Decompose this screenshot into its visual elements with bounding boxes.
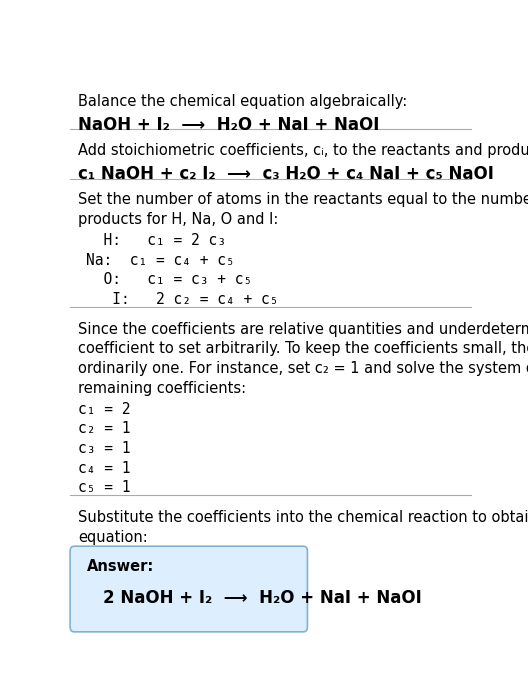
Text: remaining coefficients:: remaining coefficients:	[78, 381, 247, 396]
Text: c₁ NaOH + c₂ I₂  ⟶  c₃ H₂O + c₄ NaI + c₅ NaOI: c₁ NaOH + c₂ I₂ ⟶ c₃ H₂O + c₄ NaI + c₅ N…	[78, 165, 494, 183]
Text: Add stoichiometric coefficients, cᵢ, to the reactants and products:: Add stoichiometric coefficients, cᵢ, to …	[78, 143, 528, 158]
Text: coefficient to set arbitrarily. To keep the coefficients small, the arbitrary va: coefficient to set arbitrarily. To keep …	[78, 341, 528, 357]
Text: ordinarily one. For instance, set c₂ = 1 and solve the system of equations for t: ordinarily one. For instance, set c₂ = 1…	[78, 361, 528, 376]
Text: Answer:: Answer:	[87, 559, 154, 574]
Text: c₃ = 1: c₃ = 1	[78, 441, 131, 456]
Text: c₅ = 1: c₅ = 1	[78, 481, 131, 495]
Text: Na:  c₁ = c₄ + c₅: Na: c₁ = c₄ + c₅	[87, 253, 235, 268]
Text: H:   c₁ = 2 c₃: H: c₁ = 2 c₃	[87, 233, 227, 248]
FancyBboxPatch shape	[70, 546, 307, 632]
Text: Balance the chemical equation algebraically:: Balance the chemical equation algebraica…	[78, 94, 408, 109]
Text: equation:: equation:	[78, 530, 148, 545]
Text: Set the number of atoms in the reactants equal to the number of atoms in the: Set the number of atoms in the reactants…	[78, 193, 528, 208]
Text: Since the coefficients are relative quantities and underdetermined, choose a: Since the coefficients are relative quan…	[78, 321, 528, 336]
Text: products for H, Na, O and I:: products for H, Na, O and I:	[78, 212, 279, 227]
Text: c₁ = 2: c₁ = 2	[78, 402, 131, 417]
Text: c₄ = 1: c₄ = 1	[78, 460, 131, 476]
Text: 2 NaOH + I₂  ⟶  H₂O + NaI + NaOI: 2 NaOH + I₂ ⟶ H₂O + NaI + NaOI	[103, 589, 421, 607]
Text: I:   2 c₂ = c₄ + c₅: I: 2 c₂ = c₄ + c₅	[87, 292, 279, 307]
Text: O:   c₁ = c₃ + c₅: O: c₁ = c₃ + c₅	[87, 272, 253, 287]
Text: Substitute the coefficients into the chemical reaction to obtain the balanced: Substitute the coefficients into the che…	[78, 510, 528, 525]
Text: c₂ = 1: c₂ = 1	[78, 421, 131, 436]
Text: NaOH + I₂  ⟶  H₂O + NaI + NaOI: NaOH + I₂ ⟶ H₂O + NaI + NaOI	[78, 115, 380, 133]
